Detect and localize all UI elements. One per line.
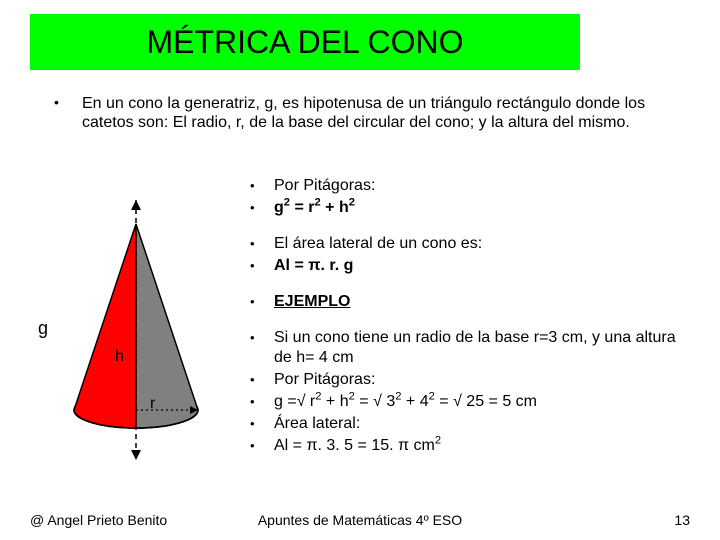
- bullet-icon: •: [54, 94, 82, 132]
- content-list: •Por Pitágoras: •g2 = r2 + h2 •El área l…: [250, 176, 680, 458]
- list-item: •El área lateral de un cono es:: [250, 234, 680, 254]
- list-item: •g =√ r2 + h2 = √ 32 + 42 = √ 25 = 5 cm: [250, 392, 680, 412]
- fx: + h: [321, 199, 349, 216]
- bullet-icon: •: [250, 328, 274, 368]
- text-pythagoras-label: Por Pitágoras:: [274, 176, 375, 196]
- fx: EJEMPLO: [274, 293, 350, 310]
- bullet-icon: •: [250, 370, 274, 390]
- label-g: g: [38, 318, 48, 339]
- cone-right-face: [136, 224, 198, 428]
- footer-page-number: 13: [674, 512, 690, 528]
- title-bar: MÉTRICA DEL CONO: [30, 14, 580, 70]
- fx: Al = π. 3. 5 = 15. π cm: [274, 437, 435, 454]
- list-item: •g2 = r2 + h2: [250, 198, 680, 218]
- bullet-icon: •: [250, 414, 274, 434]
- list-item: •Al = π. 3. 5 = 15. π cm2: [250, 436, 680, 456]
- bullet-icon: •: [250, 436, 274, 456]
- page-title: MÉTRICA DEL CONO: [146, 24, 463, 61]
- intro-paragraph: • En un cono la generatriz, g, es hipote…: [54, 94, 664, 132]
- intro-text: En un cono la generatriz, g, es hipotenu…: [82, 94, 664, 132]
- text-example-pyth-label: Por Pitágoras:: [274, 370, 375, 390]
- label-r: r: [150, 395, 155, 413]
- bullet-icon: •: [250, 176, 274, 196]
- cone-left-face: [74, 224, 136, 428]
- list-item: •Por Pitágoras:: [250, 370, 680, 390]
- fx: = r: [290, 199, 314, 216]
- fx: g =√ r: [274, 393, 315, 410]
- label-h: h: [115, 348, 124, 366]
- list-item: •Área lateral:: [250, 414, 680, 434]
- footer-caption: Apuntes de Matemáticas 4º ESO: [30, 512, 690, 528]
- text-example-area-calc: Al = π. 3. 5 = 15. π cm2: [274, 436, 441, 456]
- text-example-heading: EJEMPLO: [274, 292, 350, 312]
- cone-svg: [54, 200, 218, 460]
- fx: = √ 25 = 5 cm: [435, 393, 537, 410]
- bullet-icon: •: [250, 292, 274, 312]
- fx: + 4: [401, 393, 428, 410]
- axis-arrow-down: [131, 450, 141, 460]
- text-lateral-area-formula: Al = π. r. g: [274, 256, 353, 276]
- fx: = √ 3: [355, 393, 395, 410]
- fx: g: [274, 199, 284, 216]
- fx: + h: [321, 393, 348, 410]
- fx: Al = π. r. g: [274, 257, 353, 274]
- cone-diagram: [54, 200, 218, 460]
- list-item: •Al = π. r. g: [250, 256, 680, 276]
- bullet-icon: •: [250, 198, 274, 218]
- footer: @ Angel Prieto Benito Apuntes de Matemát…: [30, 512, 690, 528]
- text-example-pyth-calc: g =√ r2 + h2 = √ 32 + 42 = √ 25 = 5 cm: [274, 392, 537, 412]
- bullet-icon: •: [250, 234, 274, 254]
- axis-arrow-up: [131, 200, 141, 210]
- list-item: •Si un cono tiene un radio de la base r=…: [250, 328, 680, 368]
- list-item: •Por Pitágoras:: [250, 176, 680, 196]
- text-lateral-area-label: El área lateral de un cono es:: [274, 234, 482, 254]
- text-example-area-label: Área lateral:: [274, 414, 360, 434]
- bullet-icon: •: [250, 256, 274, 276]
- list-item: •EJEMPLO: [250, 292, 680, 312]
- bullet-icon: •: [250, 392, 274, 412]
- text-example-given: Si un cono tiene un radio de la base r=3…: [274, 328, 680, 368]
- text-pythagoras-formula: g2 = r2 + h2: [274, 198, 355, 218]
